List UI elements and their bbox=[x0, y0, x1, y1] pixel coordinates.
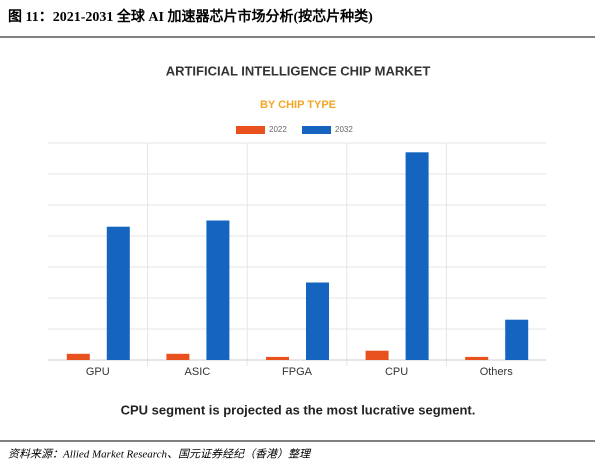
bar bbox=[166, 353, 190, 360]
bar bbox=[106, 226, 130, 360]
legend-swatch bbox=[236, 126, 265, 134]
annotation: CPU segment is projected as the most luc… bbox=[121, 402, 476, 417]
x-tick-label: FPGA bbox=[282, 366, 313, 378]
bar bbox=[505, 319, 529, 360]
chart-subtitle: BY CHIP TYPE bbox=[260, 99, 336, 111]
x-tick-label: GPU bbox=[86, 366, 110, 378]
bar bbox=[465, 356, 489, 360]
bar bbox=[365, 350, 389, 360]
legend-label: 2032 bbox=[335, 125, 353, 134]
chart-title: ARTIFICIAL INTELLIGENCE CHIP MARKET bbox=[166, 63, 431, 78]
figure-title: 图 11：2021-2031 全球 AI 加速器芯片市场分析(按芯片种类) bbox=[8, 8, 373, 25]
x-tick-label: CPU bbox=[385, 366, 408, 378]
legend-swatch bbox=[302, 126, 331, 134]
x-tick-label: ASIC bbox=[185, 366, 211, 378]
bar bbox=[306, 282, 329, 360]
legend-label: 2022 bbox=[269, 125, 287, 134]
bar bbox=[266, 356, 289, 360]
x-tick-label: Others bbox=[480, 366, 514, 378]
bar bbox=[405, 152, 429, 360]
bar bbox=[66, 353, 90, 360]
bar bbox=[206, 220, 230, 360]
source: 资料来源：Allied Market Research、国元证券经纪（香港）整理 bbox=[8, 448, 312, 461]
